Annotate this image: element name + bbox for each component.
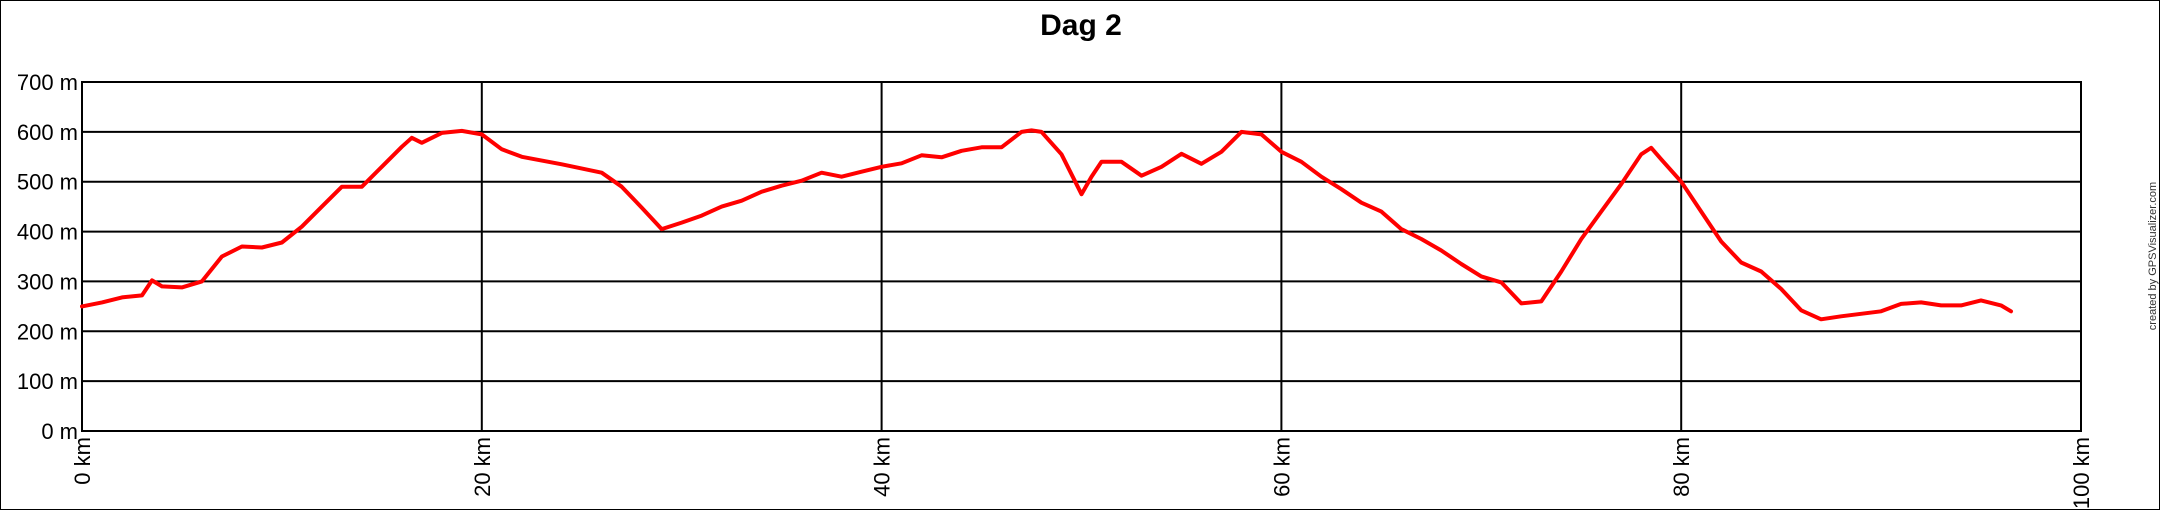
x-tick-label: 0 km <box>70 437 95 485</box>
x-tick-label: 80 km <box>1669 437 1694 497</box>
y-tick-label: 100 m <box>17 369 78 394</box>
y-tick-label: 500 m <box>17 170 78 195</box>
elevation-line <box>80 128 2013 322</box>
y-tick-label: 400 m <box>17 220 78 245</box>
x-tick-labels: 0 km 20 km 40 km 60 km 80 km 100 km <box>70 437 2094 509</box>
y-tick-labels: 0 m 100 m 200 m 300 m 400 m 500 m 600 m 700 m <box>17 70 78 444</box>
y-tick-label: 300 m <box>17 269 78 294</box>
x-tick-label: 100 km <box>2069 437 2094 509</box>
x-tick-label: 60 km <box>1269 437 1294 497</box>
y-gridlines <box>82 81 2081 432</box>
plot-area-border <box>81 81 2082 432</box>
y-tick-label: 200 m <box>17 319 78 344</box>
y-tick-label: 600 m <box>17 120 78 145</box>
y-tick-label: 0 m <box>41 419 78 444</box>
credit-text: created by GPSVisualizer.com <box>2147 182 2159 330</box>
y-tick-label: 700 m <box>17 70 78 95</box>
x-gridlines <box>81 82 2082 431</box>
chart-title: Dag 2 <box>1040 9 1122 42</box>
x-tick-label: 20 km <box>470 437 495 497</box>
x-tick-label: 40 km <box>870 437 895 497</box>
